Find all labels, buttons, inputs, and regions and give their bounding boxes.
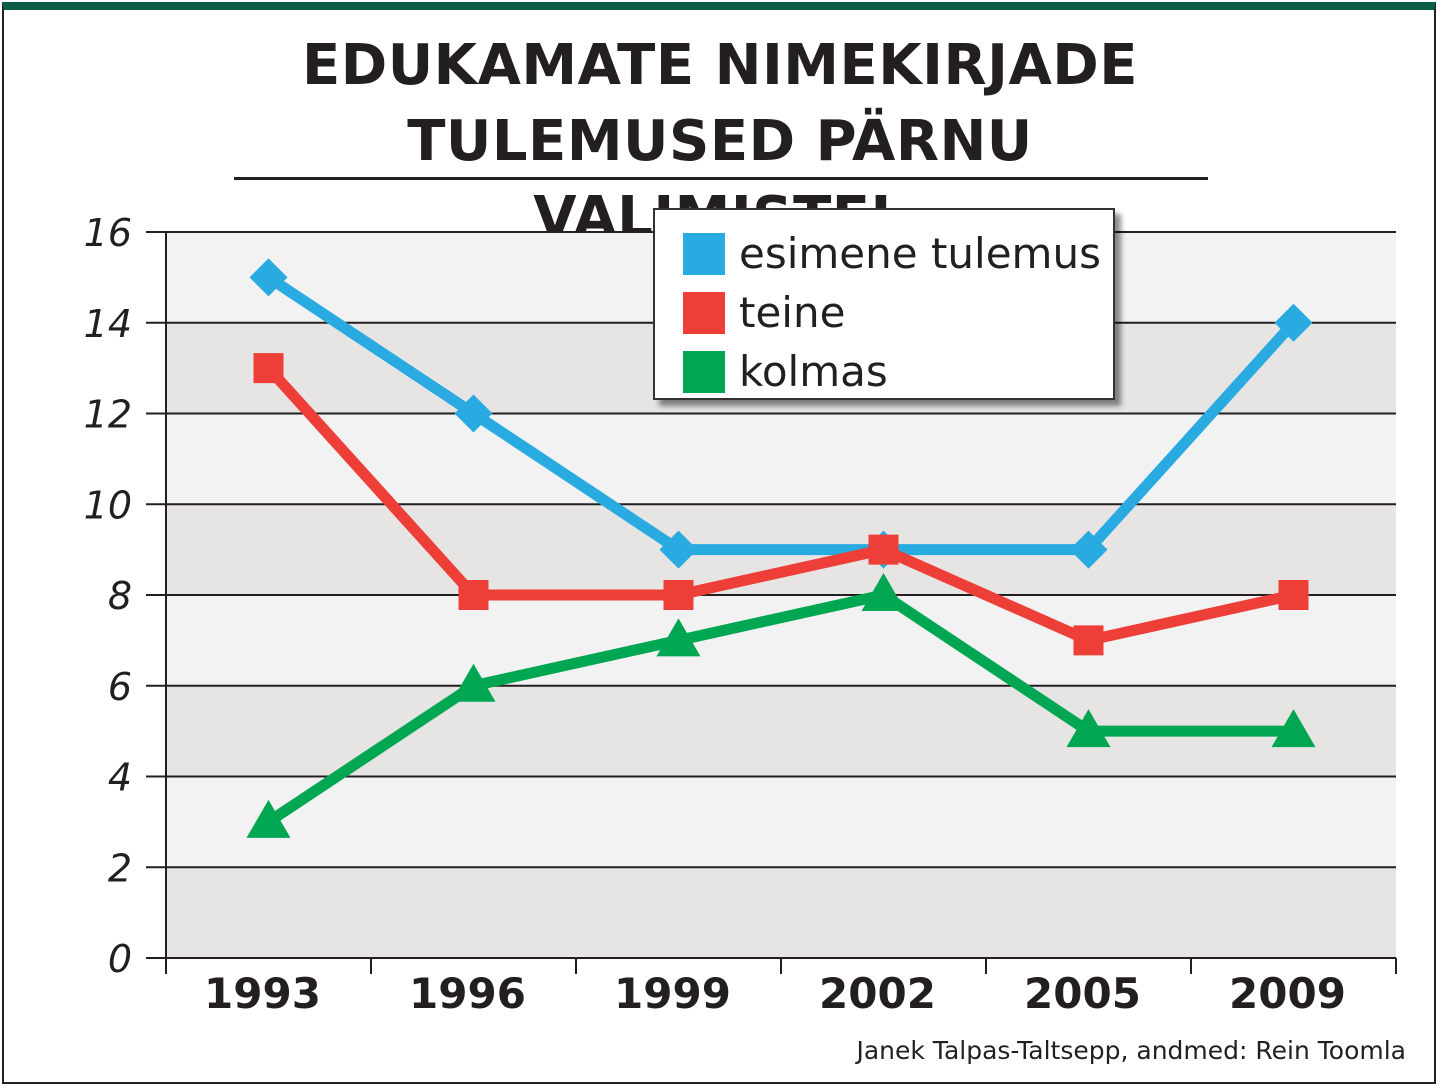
y-tick-label: 0 xyxy=(108,937,132,981)
series-line-3 xyxy=(265,589,1294,827)
y-tick-label: 6 xyxy=(108,665,132,709)
legend-item: esimene tulemus xyxy=(683,224,1113,283)
data-point-square xyxy=(458,580,489,610)
x-tick-label: 2005 xyxy=(1024,969,1141,1018)
legend-label: kolmas xyxy=(739,347,888,396)
data-point-square xyxy=(1278,580,1309,610)
title-underline xyxy=(234,177,1208,180)
x-tick-label: 1996 xyxy=(409,969,526,1018)
y-tick-label: 16 xyxy=(84,211,132,255)
legend-swatch-first xyxy=(683,232,725,275)
data-point-square xyxy=(253,353,284,384)
legend-item: teine xyxy=(683,283,1113,342)
plot-band xyxy=(166,776,1396,868)
data-point-diamond xyxy=(249,258,288,297)
data-point-triangle xyxy=(1271,709,1316,748)
legend-item: kolmas xyxy=(683,342,1113,401)
chart-legend: esimene tulemus teine kolmas xyxy=(653,208,1115,400)
plot-band xyxy=(166,867,1396,958)
y-tick-label: 14 xyxy=(84,302,132,346)
y-tick-label: 12 xyxy=(84,393,132,437)
y-tick-label: 2 xyxy=(108,846,132,890)
y-tick-label: 4 xyxy=(108,756,132,800)
y-tick-label: 8 xyxy=(108,574,132,618)
data-point-diamond xyxy=(659,530,698,569)
data-point-triangle xyxy=(1066,709,1111,748)
data-point-diamond xyxy=(1274,303,1313,342)
x-tick-label: 1999 xyxy=(614,969,731,1018)
chart-title-line-1: EDUKAMATE NIMEKIRJADE xyxy=(301,33,1139,98)
data-point-square xyxy=(663,580,694,610)
data-point-triangle xyxy=(451,663,496,702)
x-tick-label: 2002 xyxy=(819,969,936,1018)
data-point-diamond xyxy=(1069,530,1108,569)
data-point-triangle xyxy=(246,799,291,838)
x-tick-label: 2009 xyxy=(1229,969,1346,1018)
y-tick-label: 10 xyxy=(84,483,132,527)
x-tick-label: 1993 xyxy=(204,969,321,1018)
data-point-triangle xyxy=(656,618,701,657)
legend-label: esimene tulemus xyxy=(739,229,1101,278)
source-credit: Janek Talpas-Taltsepp, andmed: Rein Toom… xyxy=(856,1036,1406,1065)
legend-swatch-third xyxy=(683,350,725,393)
legend-swatch-second xyxy=(683,291,725,334)
plot-band xyxy=(166,595,1396,686)
data-point-diamond xyxy=(454,394,493,433)
series-line-2 xyxy=(264,364,1295,647)
series-line-1 xyxy=(265,272,1298,556)
data-point-square xyxy=(1073,625,1104,656)
legend-label: teine xyxy=(739,288,846,337)
data-point-square xyxy=(868,534,899,565)
data-point-triangle xyxy=(861,573,906,611)
